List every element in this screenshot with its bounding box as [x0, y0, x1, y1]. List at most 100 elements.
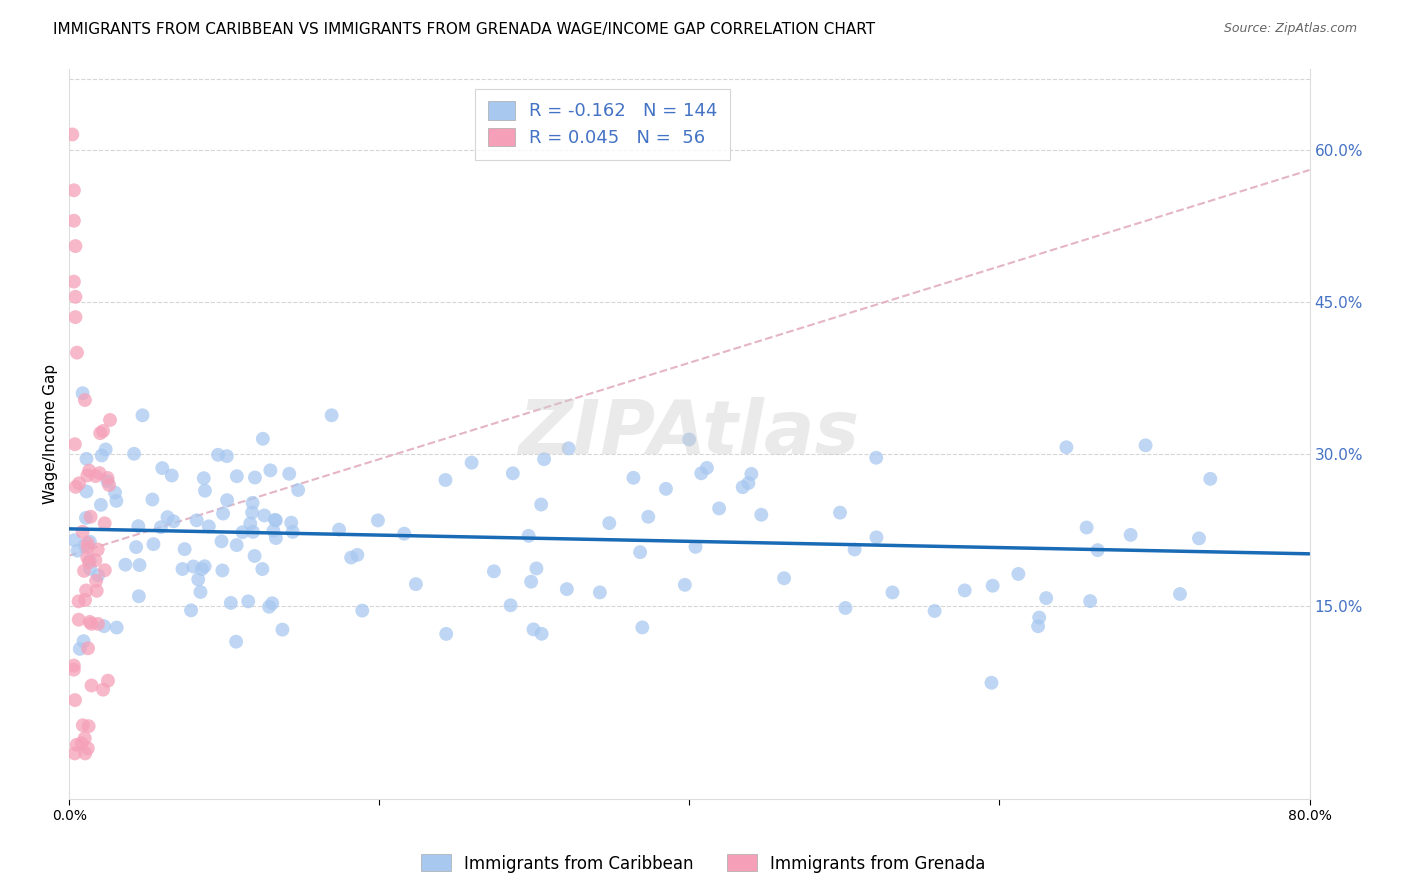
Point — [89, 466, 111, 480]
Point — [105, 620, 128, 634]
Text: IMMIGRANTS FROM CARIBBEAN VS IMMIGRANTS FROM GRENADA WAGE/INCOME GAP CORRELATION: IMMIGRANTS FROM CARIBBEAN VS IMMIGRANTS … — [53, 22, 876, 37]
Point — [225, 538, 247, 552]
Point — [1076, 520, 1098, 534]
Point — [91, 682, 114, 697]
Point — [72, 524, 94, 539]
Point — [63, 747, 86, 761]
Point — [73, 731, 96, 746]
Point — [834, 601, 856, 615]
Point — [262, 596, 284, 610]
Point — [321, 409, 343, 423]
Point — [60, 128, 83, 142]
Point — [72, 718, 94, 732]
Point — [557, 442, 579, 456]
Point — [217, 493, 239, 508]
Point — [215, 449, 238, 463]
Point — [84, 574, 107, 588]
Point — [90, 498, 112, 512]
Point — [517, 529, 540, 543]
Point — [555, 582, 578, 596]
Point — [242, 524, 264, 539]
Point — [352, 604, 374, 618]
Point — [87, 616, 110, 631]
Point — [65, 290, 87, 304]
Point — [127, 519, 149, 533]
Point — [211, 534, 233, 549]
Point — [392, 526, 415, 541]
Point — [499, 599, 522, 613]
Point — [72, 634, 94, 648]
Point — [1035, 591, 1057, 606]
Point — [84, 469, 107, 483]
Point — [79, 534, 101, 549]
Point — [367, 513, 389, 527]
Point — [66, 345, 89, 359]
Point — [93, 619, 115, 633]
Point — [1007, 566, 1029, 581]
Point — [530, 627, 553, 641]
Point — [271, 623, 294, 637]
Point — [187, 573, 209, 587]
Point — [1054, 440, 1077, 454]
Point — [749, 508, 772, 522]
Point — [865, 450, 887, 465]
Point — [198, 519, 221, 533]
Point — [141, 492, 163, 507]
Point — [90, 449, 112, 463]
Point — [86, 583, 108, 598]
Point — [232, 525, 254, 540]
Point — [160, 468, 183, 483]
Point — [76, 741, 98, 756]
Point — [142, 537, 165, 551]
Y-axis label: Wage/Income Gap: Wage/Income Gap — [44, 364, 58, 504]
Point — [79, 615, 101, 629]
Point — [63, 663, 86, 677]
Point — [73, 538, 96, 552]
Point — [264, 513, 287, 527]
Point — [84, 553, 107, 567]
Point — [405, 577, 427, 591]
Point — [94, 563, 117, 577]
Point — [980, 675, 1002, 690]
Point — [63, 658, 86, 673]
Point — [94, 442, 117, 457]
Point — [259, 463, 281, 477]
Point — [194, 559, 217, 574]
Legend: R = -0.162   N = 144, R = 0.045   N =  56: R = -0.162 N = 144, R = 0.045 N = 56 — [475, 88, 730, 160]
Point — [981, 579, 1004, 593]
Point — [77, 464, 100, 478]
Point — [631, 620, 654, 634]
Point — [150, 461, 173, 475]
Point — [98, 478, 121, 492]
Point — [77, 641, 100, 656]
Point — [737, 476, 759, 491]
Point — [194, 483, 217, 498]
Point — [287, 483, 309, 497]
Point — [685, 540, 707, 554]
Point — [1087, 543, 1109, 558]
Point — [238, 594, 260, 608]
Point — [67, 594, 90, 608]
Point — [257, 599, 280, 614]
Point — [740, 467, 762, 481]
Point — [264, 531, 287, 545]
Point — [252, 432, 274, 446]
Point — [75, 484, 97, 499]
Point — [655, 482, 678, 496]
Point — [63, 693, 86, 707]
Point — [104, 485, 127, 500]
Point — [105, 494, 128, 508]
Point — [149, 520, 172, 534]
Point — [72, 386, 94, 401]
Point — [690, 467, 713, 481]
Point — [623, 471, 645, 485]
Point — [262, 524, 284, 538]
Point — [87, 542, 110, 557]
Point — [80, 678, 103, 692]
Point — [252, 562, 274, 576]
Point — [122, 447, 145, 461]
Point — [225, 634, 247, 648]
Point — [79, 562, 101, 576]
Point — [1188, 532, 1211, 546]
Point — [678, 433, 700, 447]
